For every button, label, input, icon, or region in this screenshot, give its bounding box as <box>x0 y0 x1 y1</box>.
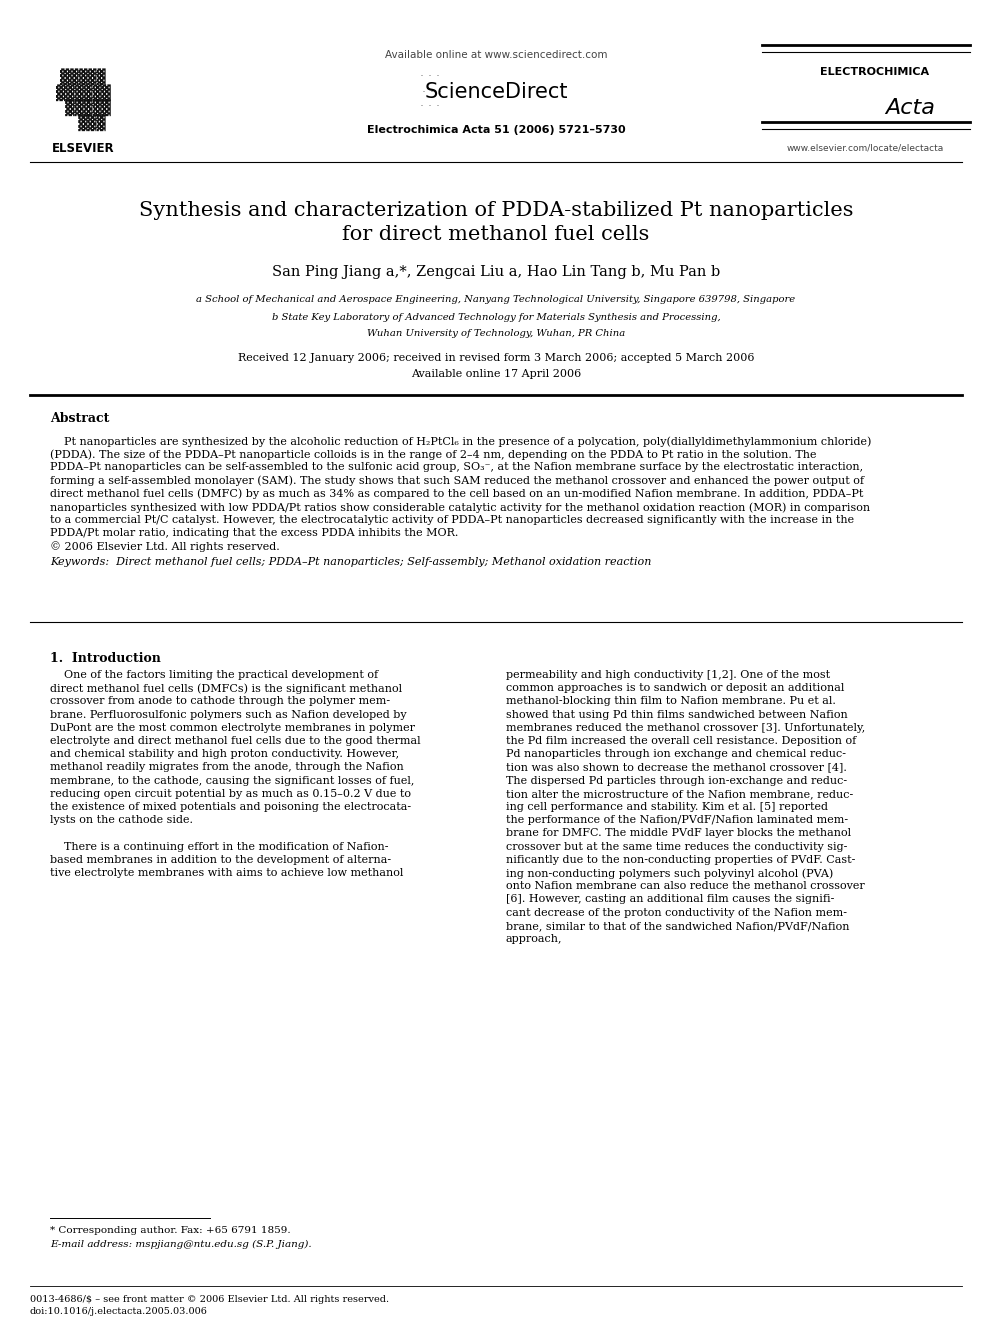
Text: Acta: Acta <box>885 98 934 118</box>
Text: brane for DMFC. The middle PVdF layer blocks the methanol: brane for DMFC. The middle PVdF layer bl… <box>506 828 851 839</box>
Text: showed that using Pd thin films sandwiched between Nafion: showed that using Pd thin films sandwich… <box>506 709 848 720</box>
Text: ELECTROCHIMICA: ELECTROCHIMICA <box>820 67 930 77</box>
Text: to a commercial Pt/C catalyst. However, the electrocatalytic activity of PDDA–Pt: to a commercial Pt/C catalyst. However, … <box>50 515 854 525</box>
Text: Pd nanoparticles through ion exchange and chemical reduc-: Pd nanoparticles through ion exchange an… <box>506 749 846 759</box>
Text: Available online at www.sciencedirect.com: Available online at www.sciencedirect.co… <box>385 50 607 60</box>
Text: 1.  Introduction: 1. Introduction <box>50 652 161 665</box>
Text: Received 12 January 2006; received in revised form 3 March 2006; accepted 5 Marc: Received 12 January 2006; received in re… <box>238 353 754 363</box>
Text: ELSEVIER: ELSEVIER <box>52 142 114 155</box>
Text: common approaches is to sandwich or deposit an additional: common approaches is to sandwich or depo… <box>506 683 844 693</box>
Text: crossover but at the same time reduces the conductivity sig-: crossover but at the same time reduces t… <box>506 841 847 852</box>
Text: ▓▓▓▓▓
▓▓▓▓▓▓
 ▓▓▓▓▓
  ▓▓▓: ▓▓▓▓▓ ▓▓▓▓▓▓ ▓▓▓▓▓ ▓▓▓ <box>56 69 110 131</box>
Text: the existence of mixed potentials and poisoning the electrocata-: the existence of mixed potentials and po… <box>50 802 411 812</box>
Text: (PDDA). The size of the PDDA–Pt nanoparticle colloids is in the range of 2–4 nm,: (PDDA). The size of the PDDA–Pt nanopart… <box>50 450 816 460</box>
Text: brane. Perfluorosulfonic polymers such as Nafion developed by: brane. Perfluorosulfonic polymers such a… <box>50 709 407 720</box>
Text: direct methanol fuel cells (DMFC) by as much as 34% as compared to the cell base: direct methanol fuel cells (DMFC) by as … <box>50 488 863 499</box>
Text: * Corresponding author. Fax: +65 6791 1859.: * Corresponding author. Fax: +65 6791 18… <box>50 1226 291 1234</box>
Text: Pt nanoparticles are synthesized by the alcoholic reduction of H₂PtCl₆ in the pr: Pt nanoparticles are synthesized by the … <box>50 437 871 447</box>
Text: tion was also shown to decrease the methanol crossover [4].: tion was also shown to decrease the meth… <box>506 762 847 773</box>
Text: based membranes in addition to the development of alterna-: based membranes in addition to the devel… <box>50 855 391 865</box>
Text: approach,: approach, <box>506 934 562 945</box>
Text: E-mail address: mspjiang@ntu.edu.sg (S.P. Jiang).: E-mail address: mspjiang@ntu.edu.sg (S.P… <box>50 1240 311 1249</box>
Text: The dispersed Pd particles through ion-exchange and reduc-: The dispersed Pd particles through ion-e… <box>506 775 847 786</box>
Text: [6]. However, casting an additional film causes the signifi-: [6]. However, casting an additional film… <box>506 894 834 905</box>
Text: © 2006 Elsevier Ltd. All rights reserved.: © 2006 Elsevier Ltd. All rights reserved… <box>50 541 280 553</box>
Text: reducing open circuit potential by as much as 0.15–0.2 V due to: reducing open circuit potential by as mu… <box>50 789 411 799</box>
Text: www.elsevier.com/locate/electacta: www.elsevier.com/locate/electacta <box>787 143 943 152</box>
Text: and chemical stability and high proton conductivity. However,: and chemical stability and high proton c… <box>50 749 399 759</box>
Text: membrane, to the cathode, causing the significant losses of fuel,: membrane, to the cathode, causing the si… <box>50 775 415 786</box>
Text: doi:10.1016/j.electacta.2005.03.006: doi:10.1016/j.electacta.2005.03.006 <box>30 1307 208 1316</box>
Text: Wuhan University of Technology, Wuhan, PR China: Wuhan University of Technology, Wuhan, P… <box>367 328 625 337</box>
Text: One of the factors limiting the practical development of: One of the factors limiting the practica… <box>50 669 378 680</box>
Text: Abstract: Abstract <box>50 411 109 425</box>
Text: the performance of the Nafion/PVdF/Nafion laminated mem-: the performance of the Nafion/PVdF/Nafio… <box>506 815 848 826</box>
Text: forming a self-assembled monolayer (SAM). The study shows that such SAM reduced : forming a self-assembled monolayer (SAM)… <box>50 475 864 486</box>
Text: tive electrolyte membranes with aims to achieve low methanol: tive electrolyte membranes with aims to … <box>50 868 404 878</box>
Text: for direct methanol fuel cells: for direct methanol fuel cells <box>342 225 650 245</box>
Text: permeability and high conductivity [1,2]. One of the most: permeability and high conductivity [1,2]… <box>506 669 830 680</box>
Text: brane, similar to that of the sandwiched Nafion/PVdF/Nafion: brane, similar to that of the sandwiched… <box>506 921 849 931</box>
Text: nanoparticles synthesized with low PDDA/Pt ratios show considerable catalytic ac: nanoparticles synthesized with low PDDA/… <box>50 501 870 512</box>
Text: Synthesis and characterization of PDDA-stabilized Pt nanoparticles: Synthesis and characterization of PDDA-s… <box>139 201 853 220</box>
Text: ing cell performance and stability. Kim et al. [5] reported: ing cell performance and stability. Kim … <box>506 802 828 812</box>
Text: methanol readily migrates from the anode, through the Nafion: methanol readily migrates from the anode… <box>50 762 404 773</box>
Text: San Ping Jiang a,*, Zengcai Liu a, Hao Lin Tang b, Mu Pan b: San Ping Jiang a,*, Zengcai Liu a, Hao L… <box>272 265 720 279</box>
Text: crossover from anode to cathode through the polymer mem-: crossover from anode to cathode through … <box>50 696 390 706</box>
Text: nificantly due to the non-conducting properties of PVdF. Cast-: nificantly due to the non-conducting pro… <box>506 855 855 865</box>
Text: ScienceDirect: ScienceDirect <box>425 82 567 102</box>
Text: PDDA/Pt molar ratio, indicating that the excess PDDA inhibits the MOR.: PDDA/Pt molar ratio, indicating that the… <box>50 528 458 538</box>
Text: Keywords:  Direct methanol fuel cells; PDDA–Pt nanoparticles; Self-assembly; Met: Keywords: Direct methanol fuel cells; PD… <box>50 557 652 566</box>
Text: membranes reduced the methanol crossover [3]. Unfortunately,: membranes reduced the methanol crossover… <box>506 722 865 733</box>
Text: the Pd film increased the overall cell resistance. Deposition of: the Pd film increased the overall cell r… <box>506 736 856 746</box>
Text: 0013-4686/$ – see front matter © 2006 Elsevier Ltd. All rights reserved.: 0013-4686/$ – see front matter © 2006 El… <box>30 1295 389 1304</box>
Text: a School of Mechanical and Aerospace Engineering, Nanyang Technological Universi: a School of Mechanical and Aerospace Eng… <box>196 295 796 304</box>
Text: ing non-conducting polymers such polyvinyl alcohol (PVA): ing non-conducting polymers such polyvin… <box>506 868 833 878</box>
Text: b State Key Laboratory of Advanced Technology for Materials Synthesis and Proces: b State Key Laboratory of Advanced Techn… <box>272 314 720 323</box>
Text: DuPont are the most common electrolyte membranes in polymer: DuPont are the most common electrolyte m… <box>50 722 415 733</box>
Text: · · ·
 · · ·
· · ·: · · · · · · · · · <box>418 70 442 114</box>
Text: electrolyte and direct methanol fuel cells due to the good thermal: electrolyte and direct methanol fuel cel… <box>50 736 421 746</box>
Text: There is a continuing effort in the modification of Nafion-: There is a continuing effort in the modi… <box>50 841 389 852</box>
Text: lysts on the cathode side.: lysts on the cathode side. <box>50 815 193 826</box>
Text: cant decrease of the proton conductivity of the Nafion mem-: cant decrease of the proton conductivity… <box>506 908 847 918</box>
Text: Electrochimica Acta 51 (2006) 5721–5730: Electrochimica Acta 51 (2006) 5721–5730 <box>367 124 625 135</box>
Text: methanol-blocking thin film to Nafion membrane. Pu et al.: methanol-blocking thin film to Nafion me… <box>506 696 836 706</box>
Text: PDDA–Pt nanoparticles can be self-assembled to the sulfonic acid group, SO₃⁻, at: PDDA–Pt nanoparticles can be self-assemb… <box>50 463 863 472</box>
Text: onto Nafion membrane can also reduce the methanol crossover: onto Nafion membrane can also reduce the… <box>506 881 865 892</box>
Text: Available online 17 April 2006: Available online 17 April 2006 <box>411 369 581 378</box>
Text: direct methanol fuel cells (DMFCs) is the significant methanol: direct methanol fuel cells (DMFCs) is th… <box>50 683 402 693</box>
Text: tion alter the microstructure of the Nafion membrane, reduc-: tion alter the microstructure of the Naf… <box>506 789 853 799</box>
